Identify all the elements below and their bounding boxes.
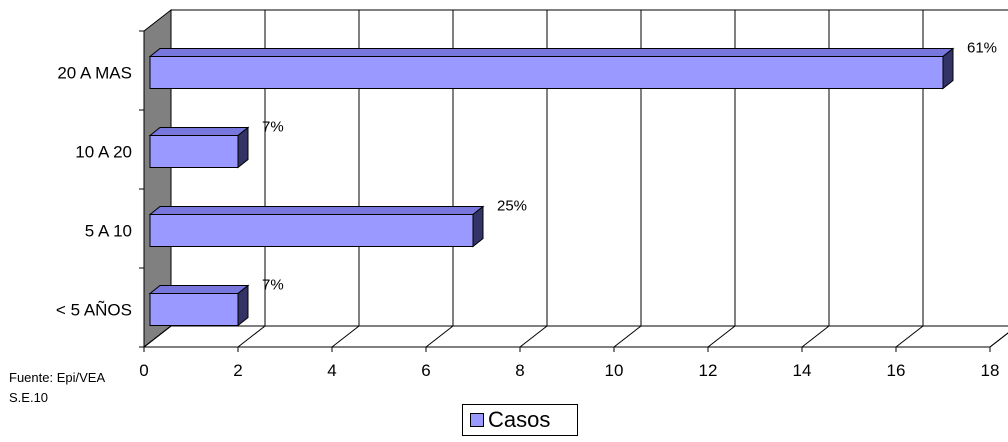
source-text: Fuente: Epi/VEA — [9, 370, 106, 385]
floor-gridline — [425, 325, 454, 348]
bar-top — [148, 206, 485, 215]
labels-layer: 0 2 4 6 8 10 12 14 16 18 20 A MAS 61% 10 A 20 7% 5 A 1… — [56, 40, 1000, 381]
floor-gridline — [801, 325, 830, 348]
bar — [149, 56, 944, 89]
data-label: 61% — [967, 40, 997, 57]
legend-swatch — [470, 413, 484, 427]
category-label: 5 A 10 — [85, 222, 132, 241]
data-label: 7% — [262, 277, 284, 294]
bar-top — [148, 285, 250, 294]
legend-label: Casos — [488, 407, 551, 432]
x-tick-label: 4 — [327, 361, 336, 380]
floor-gridline — [613, 325, 642, 348]
x-tick-label: 18 — [981, 361, 1000, 380]
floor-gridline — [519, 325, 548, 348]
x-tick-label: 10 — [605, 361, 624, 380]
x-tick-label: 0 — [139, 361, 148, 380]
x-tick-label: 12 — [699, 361, 718, 380]
category-label: 20 A MAS — [57, 64, 132, 83]
data-label: 25% — [497, 198, 527, 215]
bar-top — [148, 48, 955, 57]
floor — [142, 325, 1008, 348]
x-tick-label: 2 — [233, 361, 242, 380]
floor-gridline — [895, 325, 924, 348]
bar — [149, 135, 239, 168]
bar — [149, 214, 474, 247]
data-label: 7% — [262, 119, 284, 136]
bars-layer — [148, 47, 955, 327]
floor-gridline — [237, 325, 266, 348]
x-tick-label: 14 — [793, 361, 812, 380]
x-tick-label: 6 — [421, 361, 430, 380]
floor-gridline — [331, 325, 360, 348]
category-label: < 5 AÑOS — [56, 301, 132, 320]
x-tick-label: 16 — [887, 361, 906, 380]
category-label: 10 A 20 — [75, 143, 132, 162]
x-tick-label: 8 — [515, 361, 524, 380]
legend: Casos — [462, 404, 578, 436]
floor-gridline — [707, 325, 736, 348]
floor-gridline — [143, 325, 172, 348]
source-week: S.E.10 — [9, 390, 49, 405]
bar — [149, 293, 239, 326]
floor-gridline — [989, 332, 1008, 348]
bar-chart: 0 2 4 6 8 10 12 14 16 18 20 A MAS 61% 10 A 20 7% 5 A 1… — [56, 8, 1008, 381]
bar-top — [148, 127, 250, 136]
